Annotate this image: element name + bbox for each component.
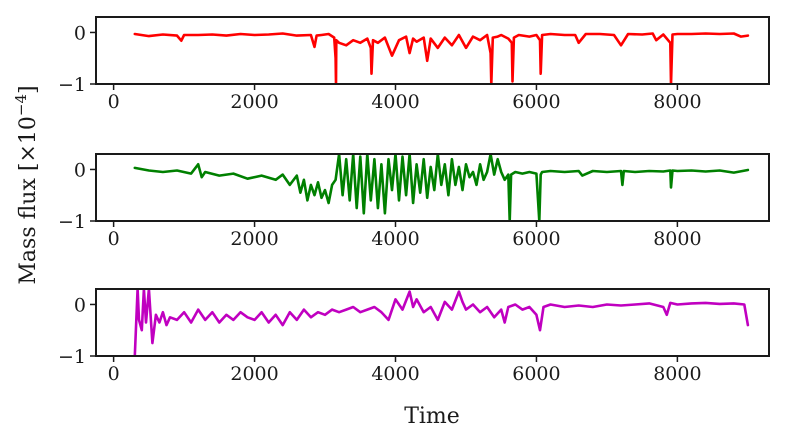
series-line-1-1 [133, 32, 750, 84]
series-line-3-1 [133, 289, 750, 356]
y-tick-label: −1 [58, 74, 86, 96]
y-tick-label: −1 [58, 346, 86, 368]
plot-frame [95, 16, 770, 85]
x-tick-label: 4000 [371, 228, 419, 250]
x-tick-label: 8000 [653, 363, 701, 385]
x-tick-label: 0 [108, 91, 120, 113]
series-line-2-1 [133, 154, 750, 221]
y-tick-label: 0 [74, 159, 86, 181]
y-tick-label: 0 [74, 22, 86, 44]
x-tick-label: 4000 [371, 91, 419, 113]
subplots: 0 2000 4000 6000 8000 0 −1 0 2000 4000 6000 8000 0 −1… [58, 16, 770, 385]
x-tick-label: 2000 [230, 363, 278, 385]
subplot-3: 0 2000 4000 6000 8000 0 −1 [58, 288, 770, 385]
x-tick-label: 8000 [653, 228, 701, 250]
y-tick-label: −1 [58, 211, 86, 233]
x-tick-label: 4000 [371, 363, 419, 385]
x-tick-label: 2000 [230, 91, 278, 113]
subplot-1: 0 2000 4000 6000 8000 0 −1 [58, 16, 770, 113]
x-tick-label: 0 [108, 363, 120, 385]
subplot-2: 0 2000 4000 6000 8000 0 −1 [58, 153, 770, 250]
x-tick-label: 6000 [512, 363, 560, 385]
y-axis-label-close: ] [16, 85, 41, 94]
x-tick-label: 6000 [512, 228, 560, 250]
y-axis-label: Mass flux [×10−4] [12, 85, 41, 284]
x-tick-label: 6000 [512, 91, 560, 113]
y-axis-label-exponent: −4 [12, 94, 30, 116]
y-tick-label: 0 [74, 294, 86, 316]
x-tick-label: 0 [108, 228, 120, 250]
plot-frame [95, 288, 770, 357]
x-tick-label: 2000 [230, 228, 278, 250]
x-axis-label: Time [404, 404, 460, 429]
plot-frame [95, 153, 770, 222]
y-axis-label-text: Mass flux [×10 [16, 116, 41, 284]
x-tick-label: 8000 [653, 91, 701, 113]
